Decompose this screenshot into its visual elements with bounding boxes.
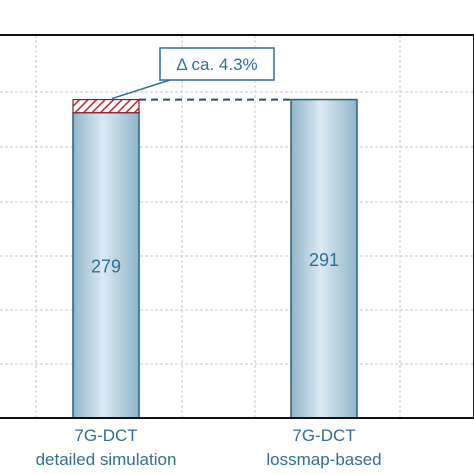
x-tick-label-1-line-1: lossmap-based <box>266 450 381 469</box>
callout-box <box>159 47 275 81</box>
x-tick-labels: 7G-DCT detailed simulation 7G-DCT lossmap-b… <box>36 426 382 469</box>
x-tick-label-1-line-0: 7G-DCT <box>292 426 355 445</box>
callout-leader <box>111 79 171 100</box>
bars-group: 279 291 <box>72 98 358 419</box>
bar-0 <box>72 111 140 419</box>
bar-1 <box>290 98 358 419</box>
difference-hatch <box>72 98 140 114</box>
plot-frame <box>0 34 474 419</box>
callout-text: Δ ca. 4.3% <box>176 55 257 74</box>
bar-value-label-1: 291 <box>309 250 339 270</box>
x-tick-label-0-line-0: 7G-DCT <box>74 426 137 445</box>
grid-lines <box>0 35 474 418</box>
x-tick-label-0-line-1: detailed simulation <box>36 450 177 469</box>
bar-value-label-0: 279 <box>91 256 121 276</box>
annotation-group: Δ ca. 4.3% <box>72 47 291 114</box>
